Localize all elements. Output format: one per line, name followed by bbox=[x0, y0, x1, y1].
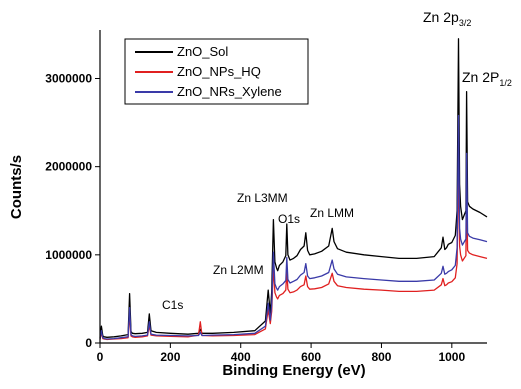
legend-label-zno-sol: ZnO_Sol bbox=[177, 44, 228, 59]
annotation-o1s: O1s bbox=[278, 212, 300, 226]
legend-label-zno-nps-hq: ZnO_NPs_HQ bbox=[177, 64, 261, 79]
y-tick-label-0: 0 bbox=[85, 336, 92, 350]
peak-label-zn-2p12-main: Zn 2P bbox=[462, 69, 499, 85]
x-tick-label-800: 800 bbox=[371, 350, 391, 364]
annotation-zn-l2mm: Zn L2MM bbox=[213, 263, 264, 277]
plot-lines bbox=[99, 38, 488, 341]
peak-label-zn-2p12: Zn 2P1/2 bbox=[462, 69, 512, 88]
x-tick-label-200: 200 bbox=[160, 350, 180, 364]
peak-label-zn-2p32-sub: 3/2 bbox=[459, 18, 472, 28]
series-line-zno-nrs-xylene bbox=[99, 114, 488, 340]
axes bbox=[99, 30, 487, 344]
x-tick-label-400: 400 bbox=[231, 350, 251, 364]
y-tick-label-2000000: 2000000 bbox=[45, 160, 92, 174]
peak-label-zn-2p32-main: Zn 2p bbox=[423, 9, 459, 25]
annotation-c1s: C1s bbox=[162, 298, 183, 312]
series-line-zno-nps-hq bbox=[99, 157, 488, 341]
y-axis-title: Counts/s bbox=[8, 155, 25, 219]
peak-annotations: C1s Zn L2MM Zn L3MM O1s Zn LMM Zn 2p3/2 … bbox=[162, 9, 512, 312]
x-tick-label-1000: 1000 bbox=[438, 350, 465, 364]
legend-label-zno-nrs-xylene: ZnO_NRs_Xylene bbox=[177, 84, 282, 99]
peak-label-zn-2p12-sub: 1/2 bbox=[499, 78, 512, 88]
y-tick-label-1000000: 1000000 bbox=[45, 248, 92, 262]
y-tick-label-3000000: 3000000 bbox=[45, 71, 92, 85]
peak-label-zn-2p32: Zn 2p3/2 bbox=[423, 9, 471, 28]
ticks: 0 200 400 600 800 1000 0 1000000 2000000 3000000 bbox=[45, 71, 465, 364]
x-tick-label-600: 600 bbox=[301, 350, 321, 364]
annotation-zn-lmm: Zn LMM bbox=[310, 206, 354, 220]
annotation-zn-l3mm: Zn L3MM bbox=[237, 191, 288, 205]
x-axis-title: Binding Energy (eV) bbox=[222, 362, 365, 379]
series-line-zno-sol bbox=[99, 38, 488, 338]
legend: ZnO_Sol ZnO_NPs_HQ ZnO_NRs_Xylene bbox=[124, 38, 309, 105]
x-tick-label-0: 0 bbox=[97, 350, 104, 364]
